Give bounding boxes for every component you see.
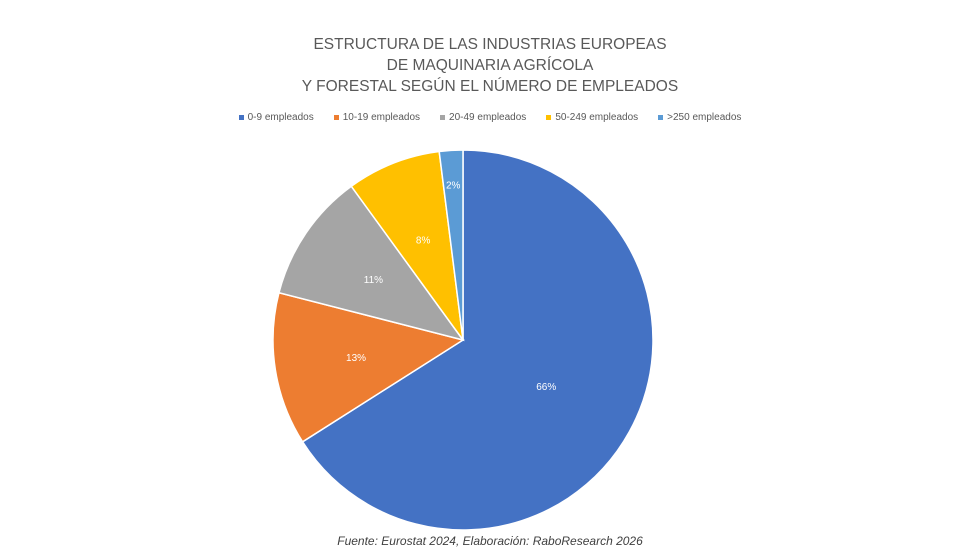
data-label: 66% [536, 382, 556, 393]
pie-slice [301, 149, 654, 531]
legend-swatch [440, 115, 446, 120]
data-label: 8% [416, 235, 431, 246]
title-line-2: DE MAQUINARIA AGRÍCOLA [386, 57, 594, 74]
data-label: 2% [446, 181, 461, 192]
legend: 0-9 empleados 10-19 empleados 20-49 emplea… [0, 112, 980, 123]
legend-label: >250 empleados [667, 112, 742, 123]
chart-title: ESTRUCTURA DE LAS INDUSTRIAS EUROPEAS DE… [0, 34, 980, 97]
legend-label: 10-19 empleados [342, 112, 421, 123]
legend-swatch [546, 115, 552, 120]
legend-item: 0-9 empleados [238, 112, 314, 123]
data-label: 11% [364, 275, 383, 286]
title-line-3: Y FORESTAL SEGÚN EL NÚMERO DE EMPLEADOS [301, 78, 679, 95]
legend-swatch [658, 115, 664, 120]
legend-item: >250 empleados [658, 112, 741, 123]
pie-slice [438, 149, 464, 341]
pie-slice [350, 150, 464, 341]
legend-item: 20-49 empleados [440, 112, 526, 123]
legend-swatch [238, 115, 244, 120]
legend-label: 50-249 empleados [555, 112, 639, 123]
title-line-1: ESTRUCTURA DE LAS INDUSTRIAS EUROPEAS [313, 36, 667, 53]
legend-label: 0-9 empleados [247, 112, 314, 123]
source-note: Fuente: Eurostat 2024, Elaboración: Rabo… [337, 534, 643, 548]
legend-swatch [333, 115, 339, 120]
legend-item: 10-19 empleados [333, 112, 421, 123]
data-label: 13% [346, 353, 366, 364]
legend-label: 20-49 empleados [449, 112, 527, 123]
pie-slice [272, 291, 465, 443]
legend-item: 50-249 empleados [546, 112, 638, 123]
pie-slice [278, 185, 465, 342]
